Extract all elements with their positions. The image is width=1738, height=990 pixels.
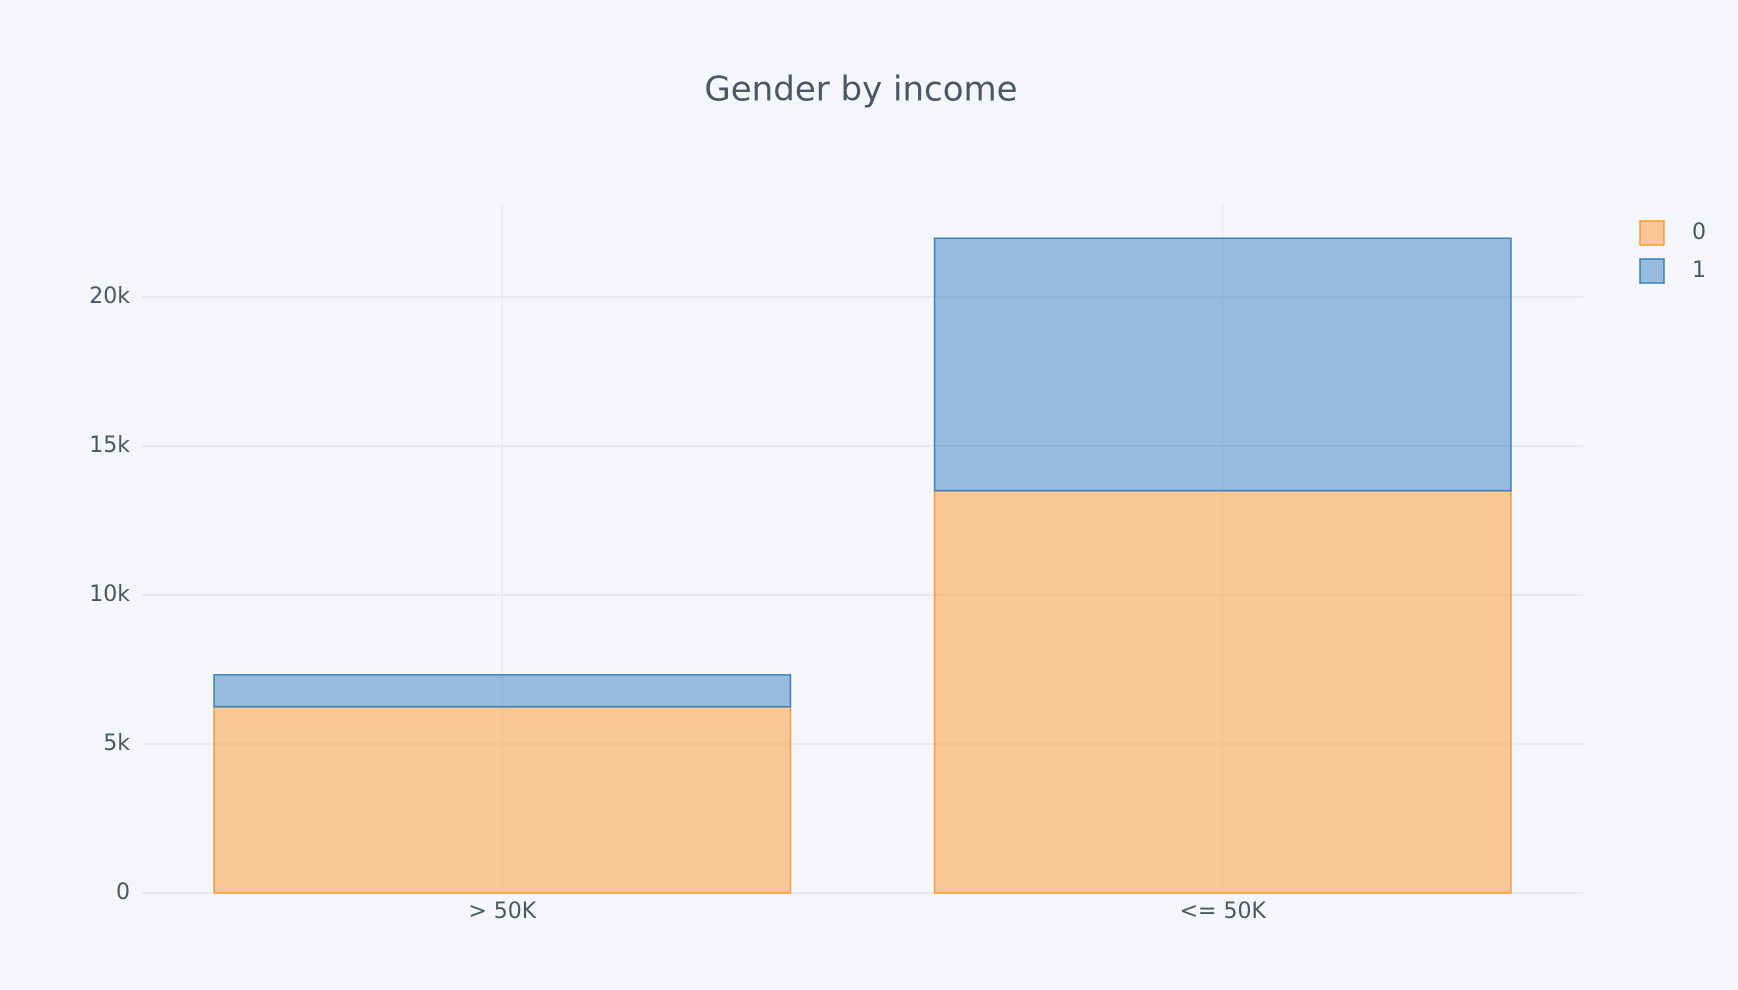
legend-swatch bbox=[1639, 220, 1665, 246]
y-tick-label: 10k bbox=[89, 582, 130, 607]
legend-label: 1 bbox=[1692, 258, 1706, 283]
bar bbox=[933, 489, 1512, 894]
x-tick-label: <= 50K bbox=[1180, 899, 1267, 924]
y-tick-label: 5k bbox=[103, 731, 130, 756]
legend-label: 0 bbox=[1692, 220, 1706, 245]
bar bbox=[933, 237, 1512, 492]
y-tick-label: 0 bbox=[116, 880, 130, 905]
chart-title: Gender by income bbox=[704, 70, 1017, 110]
legend-swatch bbox=[1639, 258, 1665, 284]
bar bbox=[213, 674, 792, 708]
y-tick-label: 15k bbox=[89, 433, 130, 458]
x-tick-label: > 50K bbox=[468, 899, 536, 924]
y-tick-label: 20k bbox=[89, 284, 130, 309]
bar bbox=[213, 705, 792, 894]
